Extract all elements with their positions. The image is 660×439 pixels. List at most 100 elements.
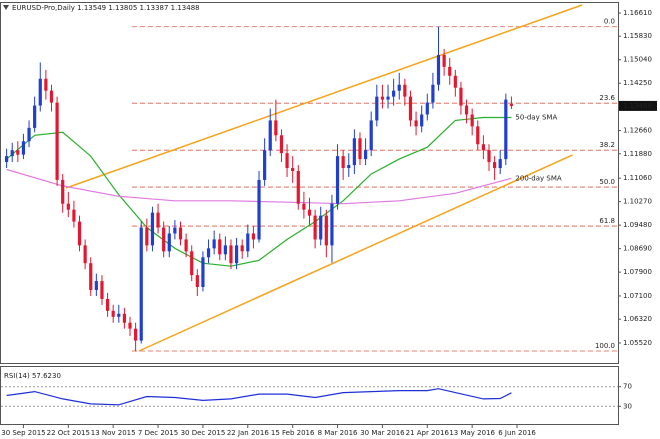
candle-body (162, 227, 166, 252)
x-tick-label: 21 Apr 2016 (406, 429, 450, 437)
candle-body (49, 90, 54, 103)
y-tick-label: 1.16610 (623, 9, 652, 17)
candle-body (319, 215, 323, 240)
candle-body (347, 165, 351, 169)
y-tick-label: 1.11060 (623, 174, 652, 182)
candle-body (190, 251, 194, 276)
fib-label: 50.0 (599, 178, 615, 186)
candle-body (302, 203, 306, 210)
candle-body (38, 78, 42, 106)
candle-body (223, 245, 227, 255)
candle-body (61, 179, 65, 204)
fib-label: 100.0 (595, 342, 615, 350)
candle-body (167, 233, 171, 252)
x-tick-label: 22 Jan 2016 (227, 429, 270, 437)
candle-body (358, 138, 362, 160)
x-tick-label: 15 Feb 2016 (271, 429, 315, 437)
y-tick-label: 1.12660 (623, 127, 652, 135)
fib-label: 61.8 (599, 217, 615, 225)
symbol-icon (3, 5, 9, 10)
candle-body (493, 162, 497, 169)
candle-body (476, 126, 480, 145)
candle-body (341, 156, 345, 169)
candle-body (504, 99, 508, 160)
candle-body (89, 263, 93, 291)
candle-body (94, 281, 98, 291)
y-tick-label: 1.05520 (623, 339, 652, 347)
candle-body (72, 209, 76, 222)
candle-body (414, 120, 418, 127)
candle-body (459, 87, 463, 106)
candle-body (481, 144, 485, 151)
candle-body (178, 227, 183, 240)
candle-body (77, 221, 82, 246)
y-tick-label: 1.14250 (623, 79, 652, 87)
candle-body (44, 78, 48, 91)
rsi-title: RSI(14) 57.6230 (4, 372, 61, 380)
main-panel (0, 2, 619, 364)
rsi-line (6, 388, 512, 406)
candle-body (156, 212, 160, 228)
candle-body (335, 156, 340, 204)
candle-body (324, 215, 328, 246)
candle-body (352, 138, 356, 166)
candle-body (145, 227, 149, 246)
candle-body (257, 179, 261, 240)
candle-body (403, 84, 407, 97)
candle-body (66, 203, 70, 210)
candle-body (218, 239, 222, 255)
fib-label: 23.6 (599, 94, 615, 102)
candle-body (509, 104, 514, 106)
candle-body (420, 114, 424, 127)
candle-body (330, 203, 334, 246)
candle-body (453, 75, 457, 88)
y-tick-label: 1.10270 (623, 198, 652, 206)
candle-body (386, 96, 390, 100)
candle-body (397, 84, 401, 91)
y-tick-label: 1.07900 (623, 268, 652, 276)
candle-body (122, 313, 126, 323)
candle-body (184, 239, 188, 252)
candle-body (313, 215, 317, 240)
x-tick-label: 30 Dec 2015 (181, 429, 226, 437)
trendline (65, 4, 583, 189)
candle-body (33, 105, 37, 128)
candle-body (150, 212, 155, 246)
candle-body (134, 328, 138, 341)
candle-body (285, 153, 289, 169)
candle-body (464, 105, 469, 115)
candle-body (498, 159, 502, 169)
candle-body (229, 245, 233, 264)
candle-body (487, 150, 491, 163)
fib-label: 38.2 (599, 141, 615, 149)
candle-body (470, 114, 474, 127)
candle-body (111, 310, 115, 317)
ma-label: 50-day SMA (515, 113, 557, 121)
candle-body (251, 233, 256, 240)
x-tick-label: 13 May 2016 (449, 429, 495, 437)
fib-label: 0.0 (604, 18, 615, 26)
candle-body (212, 239, 216, 249)
candle-body (246, 233, 250, 252)
candle-body (268, 120, 272, 151)
x-tick-label: 30 Mar 2016 (360, 429, 405, 437)
candle-body (105, 298, 110, 311)
candle-body (291, 168, 295, 172)
y-tick-label: 1.11880 (623, 150, 652, 158)
candle-body (206, 248, 211, 258)
candle-body (27, 127, 31, 142)
price-tag-label: 1.13488 (623, 102, 652, 110)
candle-body (83, 245, 87, 264)
candle-body (234, 245, 239, 264)
candle-body (5, 156, 9, 163)
y-tick-label: 1.06320 (623, 315, 652, 323)
candle-body (296, 171, 300, 204)
ma-label: 200-day SMA (515, 174, 561, 182)
y-tick-label: 1.08690 (623, 245, 652, 253)
y-tick-label: 70 (623, 383, 632, 391)
y-tick-label: 30 (623, 402, 632, 410)
candle-body (16, 150, 20, 155)
candle-body (436, 54, 441, 85)
candle-body (363, 150, 368, 160)
rsi-panel (0, 366, 619, 425)
